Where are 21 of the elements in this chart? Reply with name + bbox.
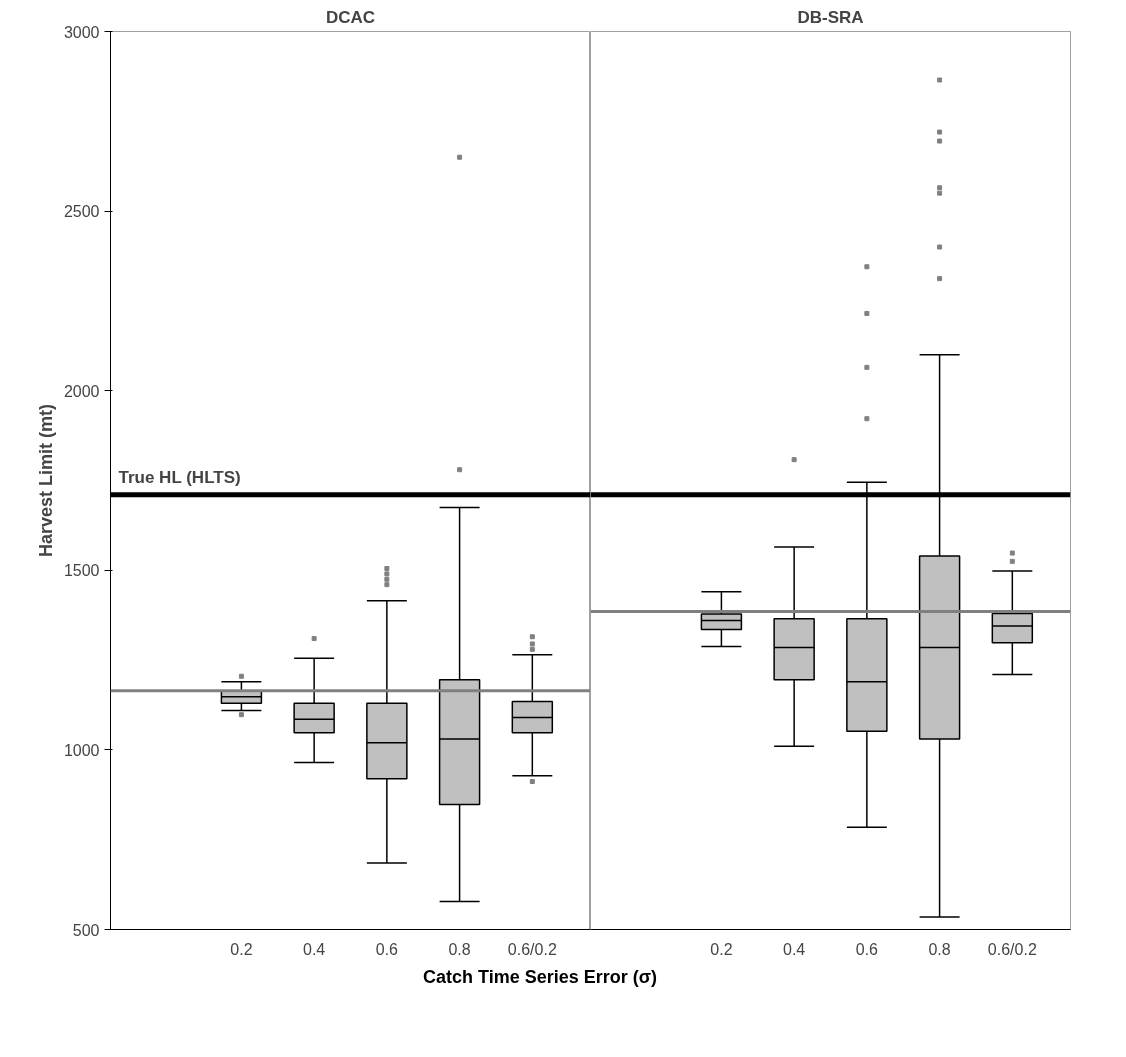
x-tick-label: 0.6 [375,940,399,958]
y-tick-label: 2000 [63,382,100,400]
x-tick-label: 0.4 [783,940,806,958]
y-tick-label: 3000 [63,23,100,41]
x-tick-label: 0.6/0.2 [507,940,557,958]
x-tick-label: 0.2 [710,940,733,958]
y-tick-label: 1500 [63,562,100,580]
chart-title: DB-SRA [797,7,864,27]
y-tick-label: 500 [72,921,100,939]
x-tick-label: 0.2 [230,940,253,958]
ref-line-label: True HL (HLTS) [118,467,241,487]
y-tick-label: 1000 [63,741,100,759]
x-tick-label: 0.8 [448,940,471,958]
x-axis-title: Catch Time Series Error (σ) [422,966,658,989]
x-tick-label: 0.6 [855,940,879,958]
y-tick-label: 2500 [63,203,100,221]
x-tick-label: 0.8 [928,940,951,958]
x-tick-label: 0.4 [303,940,326,958]
chart-title: DCAC [325,7,376,27]
y-axis-title: Harvest Limit (mt) [35,403,56,558]
x-tick-label: 0.6/0.2 [987,940,1037,958]
